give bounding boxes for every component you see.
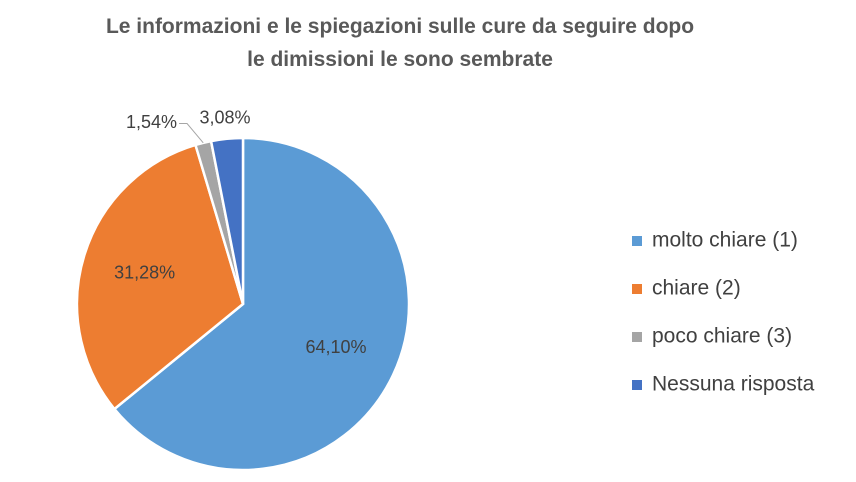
data-label: 1,54%: [126, 112, 177, 132]
chart-title: Le informazioni e le spiegazioni sulle c…: [105, 15, 695, 71]
legend-swatch: [632, 332, 642, 342]
data-label: 31,28%: [114, 263, 175, 283]
pie-slice: [75, 143, 245, 411]
pie-slice: [112, 136, 411, 472]
leader-line: [179, 122, 204, 144]
data-label: 3,08%: [200, 108, 251, 128]
data-label: 64,10%: [305, 337, 366, 357]
legend-label: poco chiare (3): [652, 325, 792, 348]
legend-swatch: [632, 236, 642, 246]
legend-label: Nessuna risposta: [652, 373, 815, 396]
pie-slice: [209, 136, 245, 305]
legend-swatch: [632, 380, 642, 390]
legend-label: chiare (2): [652, 277, 741, 300]
legend-swatch: [632, 284, 642, 294]
legend-label: molto chiare (1): [652, 229, 798, 252]
